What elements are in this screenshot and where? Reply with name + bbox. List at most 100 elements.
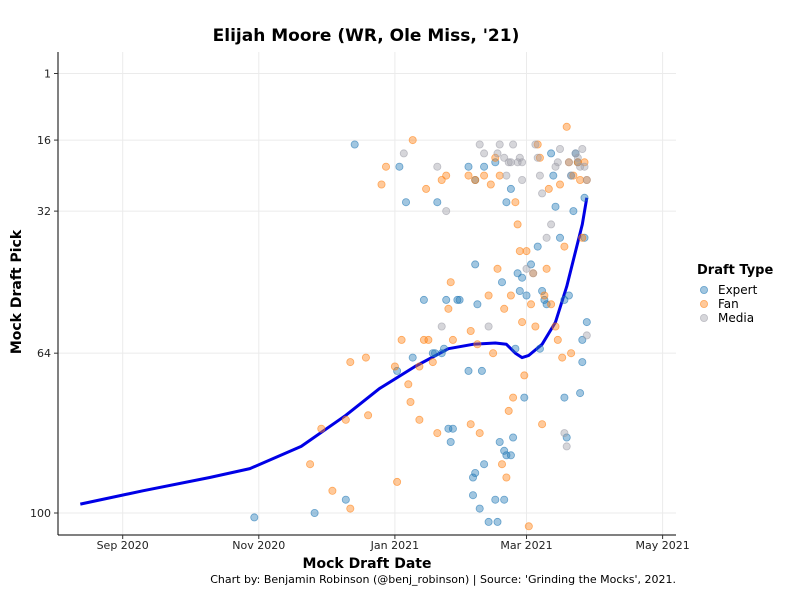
point-media bbox=[522, 264, 531, 273]
point-expert bbox=[497, 278, 506, 287]
point-fan bbox=[504, 406, 513, 415]
point-media bbox=[502, 171, 511, 180]
point-fan bbox=[442, 171, 451, 180]
point-fan bbox=[562, 122, 571, 131]
x-tick-label: Jan 2021 bbox=[370, 539, 419, 552]
point-expert bbox=[540, 295, 549, 304]
point-expert bbox=[502, 198, 511, 207]
point-expert bbox=[564, 291, 573, 300]
point-expert bbox=[477, 366, 486, 375]
point-fan bbox=[406, 397, 415, 406]
point-expert bbox=[506, 451, 515, 460]
point-fan bbox=[415, 415, 424, 424]
point-fan bbox=[424, 335, 433, 344]
point-fan bbox=[542, 264, 551, 273]
point-fan bbox=[544, 184, 553, 193]
axes bbox=[54, 52, 676, 539]
point-fan bbox=[547, 300, 556, 309]
point-fan bbox=[515, 247, 524, 256]
point-fan bbox=[475, 429, 484, 438]
point-fan bbox=[497, 460, 506, 469]
point-expert bbox=[500, 446, 509, 455]
x-tick-label: Nov 2020 bbox=[232, 539, 285, 552]
point-fan bbox=[493, 264, 502, 273]
gridlines bbox=[58, 52, 676, 535]
point-fan bbox=[573, 158, 582, 167]
point-expert bbox=[495, 437, 504, 446]
legend-key-fan bbox=[700, 299, 709, 308]
point-expert bbox=[428, 349, 437, 358]
point-expert bbox=[569, 207, 578, 216]
point-fan bbox=[553, 335, 562, 344]
point-media bbox=[533, 153, 542, 162]
trend-line bbox=[79, 197, 589, 506]
point-media bbox=[509, 140, 518, 149]
point-expert bbox=[522, 291, 531, 300]
point-expert bbox=[480, 162, 489, 171]
point-media bbox=[518, 175, 527, 184]
legend-title: Draft Type bbox=[697, 263, 773, 278]
point-fan bbox=[464, 171, 473, 180]
point-media bbox=[504, 158, 513, 167]
point-expert bbox=[437, 349, 446, 358]
point-fan bbox=[381, 162, 390, 171]
point-expert bbox=[464, 366, 473, 375]
point-fan bbox=[341, 415, 350, 424]
point-fan bbox=[484, 291, 493, 300]
point-fan bbox=[560, 242, 569, 251]
point-expert bbox=[551, 202, 560, 211]
point-media bbox=[538, 189, 547, 198]
point-fan bbox=[489, 349, 498, 358]
point-media bbox=[560, 429, 569, 438]
point-expert bbox=[506, 184, 515, 193]
point-media bbox=[484, 322, 493, 331]
point-fan bbox=[556, 180, 565, 189]
point-fan bbox=[419, 335, 428, 344]
point-fan bbox=[361, 353, 370, 362]
x-tick-label: May 2021 bbox=[635, 539, 689, 552]
point-fan bbox=[535, 153, 544, 162]
point-media bbox=[518, 158, 527, 167]
point-expert bbox=[500, 495, 509, 504]
y-tick-label: 1 bbox=[44, 68, 51, 81]
point-fan bbox=[506, 291, 515, 300]
point-expert bbox=[395, 162, 404, 171]
point-expert bbox=[453, 295, 462, 304]
point-fan bbox=[520, 371, 529, 380]
point-fan bbox=[567, 349, 576, 358]
point-fan bbox=[524, 522, 533, 531]
y-tick-label: 100 bbox=[30, 507, 51, 520]
point-expert bbox=[549, 171, 558, 180]
point-fan bbox=[502, 473, 511, 482]
legend-label-expert: Expert bbox=[718, 283, 758, 297]
point-media bbox=[576, 162, 585, 171]
point-media bbox=[567, 171, 576, 180]
point-expert bbox=[468, 491, 477, 500]
point-expert bbox=[484, 517, 493, 526]
point-fan bbox=[578, 233, 587, 242]
point-fan bbox=[569, 171, 578, 180]
point-fan bbox=[551, 322, 560, 331]
point-fan bbox=[540, 291, 549, 300]
point-fan bbox=[471, 175, 480, 184]
point-media bbox=[529, 269, 538, 278]
y-tick-label: 64 bbox=[37, 347, 51, 360]
point-fan bbox=[346, 358, 355, 367]
point-media bbox=[506, 158, 515, 167]
point-fan bbox=[473, 340, 482, 349]
point-fan bbox=[444, 304, 453, 313]
point-expert bbox=[446, 437, 455, 446]
point-media bbox=[547, 220, 556, 229]
point-expert bbox=[350, 140, 359, 149]
point-fan bbox=[466, 326, 475, 335]
point-media bbox=[562, 442, 571, 451]
point-expert bbox=[533, 242, 542, 251]
point-expert bbox=[580, 233, 589, 242]
point-media bbox=[493, 149, 502, 158]
point-fan bbox=[306, 460, 315, 469]
point-expert bbox=[576, 389, 585, 398]
point-fan bbox=[408, 136, 417, 145]
point-fan bbox=[317, 424, 326, 433]
point-expert bbox=[518, 273, 527, 282]
point-expert bbox=[310, 508, 319, 517]
